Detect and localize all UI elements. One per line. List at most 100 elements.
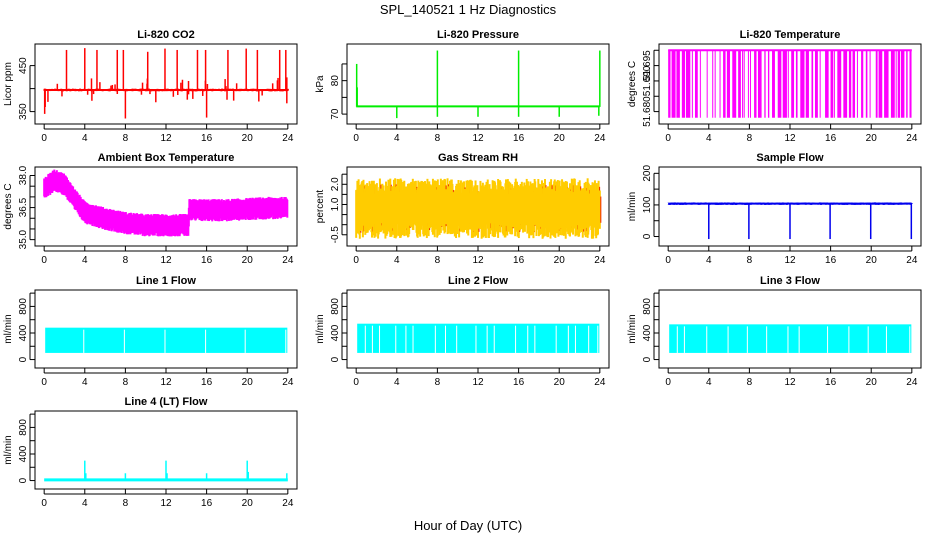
y-tick-label: 800: [330, 298, 341, 315]
data-block: [695, 50, 698, 118]
x-tick-label: 16: [201, 498, 213, 509]
x-tick-label: 12: [160, 498, 172, 509]
series-li820-temp: [668, 49, 912, 118]
y-axis-label: ml/min: [315, 314, 326, 343]
y-tick-label: -0.5: [330, 226, 341, 244]
x-tick-label: 8: [123, 255, 129, 266]
data-block: [909, 50, 912, 118]
x-tick-label: 16: [825, 377, 837, 388]
x-tick-label: 12: [160, 133, 172, 144]
data-block: [814, 50, 818, 118]
y-tick-label: 400: [18, 324, 29, 341]
data-block: [884, 50, 889, 118]
x-tick-label: 4: [82, 133, 88, 144]
series-line3-flow: [669, 324, 912, 353]
data-block: [732, 50, 737, 118]
x-tick-label: 8: [123, 377, 129, 388]
x-tick-label: 20: [242, 255, 254, 266]
data-block: [685, 50, 691, 118]
x-tick-label: 8: [435, 255, 441, 266]
y-tick-label: 51.695: [642, 50, 653, 81]
y-axis-label: ml/min: [627, 314, 638, 343]
y-tick-label: 35.0: [18, 229, 29, 249]
data-block: [811, 50, 814, 118]
y-axis-label: ml/min: [3, 435, 14, 464]
chart-title: Li-820 CO2: [137, 29, 194, 41]
x-tick-label: 24: [906, 377, 918, 388]
y-tick-label: 51.680: [642, 96, 653, 127]
data-block: [767, 50, 770, 118]
series-co2: [43, 48, 289, 119]
x-tick-label: 12: [160, 255, 172, 266]
series-line2-flow: [357, 323, 600, 353]
x-tick-label: 0: [665, 377, 671, 388]
x-tick-label: 24: [906, 133, 918, 144]
data-block: [800, 50, 805, 118]
x-tick-label: 24: [594, 255, 606, 266]
data-block: [681, 50, 686, 118]
y-tick-label: 400: [18, 445, 29, 462]
x-tick-label: 20: [242, 133, 254, 144]
x-tick-label: 4: [394, 377, 400, 388]
chart-title: Gas Stream RH: [438, 152, 518, 164]
x-tick-label: 8: [747, 377, 753, 388]
series-line1-flow: [45, 327, 288, 353]
y-tick-label: 0: [18, 477, 29, 483]
data-block: [691, 50, 693, 118]
y-tick-label: 400: [330, 324, 341, 341]
x-tick-label: 0: [665, 133, 671, 144]
figure-x-axis-label: Hour of Day (UTC): [413, 518, 523, 533]
x-tick-label: 24: [594, 377, 606, 388]
x-tick-label: 8: [747, 133, 753, 144]
data-block: [772, 50, 775, 118]
x-tick-label: 16: [201, 255, 213, 266]
x-tick-label: 24: [906, 255, 918, 266]
x-tick-label: 24: [282, 133, 294, 144]
y-tick-label: 800: [642, 298, 653, 315]
data-block: [723, 50, 726, 118]
chart-panel-line2-flow: Line 2 Flow 0 4 8 12 16 20 24 0 400 800 ml/min: [315, 275, 610, 388]
chart-title: Line 2 Flow: [448, 275, 508, 287]
x-tick-label: 12: [472, 133, 484, 144]
data-block: [878, 50, 883, 118]
data-block: [777, 50, 782, 118]
x-tick-label: 4: [82, 377, 88, 388]
data-block: [782, 50, 787, 118]
x-tick-label: 4: [394, 133, 400, 144]
y-axis-label: Licor ppm: [3, 62, 14, 106]
flow-band: [669, 324, 912, 353]
chart-title: Sample Flow: [756, 152, 824, 164]
x-tick-label: 4: [706, 377, 712, 388]
y-tick-label: 200: [642, 165, 653, 182]
data-block: [843, 50, 848, 118]
data-block: [900, 50, 905, 118]
series-pressure: [355, 50, 601, 119]
chart-title: Line 4 (LT) Flow: [125, 396, 208, 408]
y-tick-label: 0: [642, 233, 653, 239]
chart-panel-line3-flow: Line 3 Flow 0 4 8 12 16 20 24 0 400 800 ml/min: [627, 275, 922, 388]
x-tick-label: 16: [513, 377, 525, 388]
y-tick-label: 70: [330, 108, 341, 120]
data-block: [825, 50, 829, 118]
x-tick-label: 12: [472, 255, 484, 266]
x-tick-label: 12: [784, 255, 796, 266]
y-tick-label: 400: [642, 324, 653, 341]
x-tick-label: 16: [825, 255, 837, 266]
data-block: [787, 50, 789, 118]
x-tick-label: 20: [554, 377, 566, 388]
x-tick-label: 24: [594, 133, 606, 144]
chart-title: Line 1 Flow: [136, 275, 196, 287]
series-line4-flow: [44, 460, 288, 482]
x-tick-label: 8: [747, 255, 753, 266]
y-axis-label: kPa: [315, 75, 326, 93]
data-block: [861, 50, 864, 118]
data-block: [895, 50, 897, 118]
x-tick-label: 4: [82, 498, 88, 509]
x-tick-label: 16: [825, 133, 837, 144]
series-sample-flow: [667, 202, 913, 240]
y-axis-label: degrees C: [3, 183, 14, 229]
x-tick-label: 12: [784, 377, 796, 388]
data-block: [795, 50, 798, 118]
x-tick-label: 0: [41, 255, 47, 266]
